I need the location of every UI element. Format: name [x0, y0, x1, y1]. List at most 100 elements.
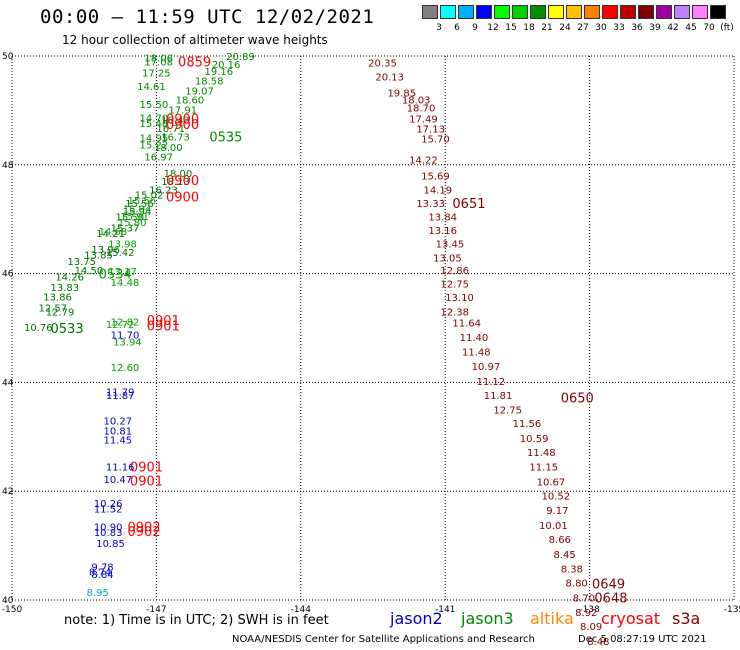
swh-value-label: 12.82 — [111, 317, 140, 328]
scale-swatch — [440, 5, 456, 19]
swh-value-label: 15.50 — [140, 100, 169, 111]
scale-label: 70 — [703, 23, 715, 33]
swh-value-label: 11.40 — [460, 333, 489, 344]
swh-value-label: 13.33 — [416, 199, 445, 210]
swh-value-label: 15.80 — [118, 218, 147, 229]
y-tick-label: 42 — [2, 487, 13, 497]
swh-value-label: 13.96 — [91, 245, 120, 256]
swh-value-label: 16.23 — [149, 185, 178, 196]
pass-time-label: 0649 — [592, 578, 625, 593]
swh-value-label: 11.15 — [529, 463, 558, 474]
swh-value-label: 18.00 — [164, 169, 193, 180]
pass-time-label: 0535 — [209, 131, 242, 146]
scale-swatch — [548, 5, 564, 19]
swh-value-label: 16.71 — [156, 124, 185, 135]
x-tick-label: -147 — [146, 605, 166, 615]
swh-value-label: 15.91 — [120, 212, 149, 223]
x-tick-label: -144 — [291, 605, 312, 615]
legend-altika: altika — [530, 609, 574, 628]
pass-time-label: 0900 — [166, 113, 199, 128]
swh-value-label: 18.06 — [144, 54, 173, 65]
swh-value-label: 10.81 — [103, 426, 132, 437]
swh-value-label: 14.95 — [140, 134, 169, 145]
scale-label: 21 — [541, 23, 553, 33]
credit-text: NOAA/NESDIS Center for Satellite Applica… — [232, 634, 535, 645]
x-tick-label: -141 — [435, 605, 455, 615]
swh-value-label: 19.16 — [205, 67, 234, 78]
scale-label: 12 — [487, 23, 499, 33]
swh-value-label: 15.56 — [125, 199, 154, 210]
swh-value-label: 15.69 — [421, 172, 450, 183]
swh-value-label: 18.58 — [195, 76, 224, 87]
swh-value-label: 9.78 — [91, 562, 113, 573]
swh-value-label: 8.95 — [87, 588, 109, 599]
swh-value-label: 8.45 — [554, 550, 576, 561]
swh-value-label: 20.13 — [375, 73, 404, 84]
pass-time-label: 0901 — [147, 319, 180, 334]
swh-value-label: 10.83 — [94, 528, 123, 539]
swh-value-label: 10.67 — [537, 477, 566, 488]
swh-value-label: 14.19 — [424, 185, 453, 196]
y-tick-label: 40 — [2, 596, 14, 606]
scale-swatch — [530, 5, 546, 19]
swh-value-label: 12.38 — [440, 308, 469, 319]
pass-time-label: 0902 — [128, 525, 161, 540]
swh-value-label: 8.66 — [549, 535, 571, 546]
scale-swatch — [584, 5, 600, 19]
swh-value-label: 13.10 — [445, 293, 474, 304]
scale-label: 3 — [436, 23, 442, 33]
pass-time-label: 0901 — [147, 314, 180, 329]
swh-value-label: 11.48 — [527, 448, 556, 459]
swh-value-label: 12.75 — [440, 279, 469, 290]
scale-swatch — [620, 5, 636, 19]
legend-jason3: jason3 — [461, 609, 514, 628]
x-tick-label: -150 — [2, 605, 23, 615]
swh-value-label: 15.02 — [135, 191, 164, 202]
scale-label: 9 — [472, 23, 478, 33]
y-tick-label: 46 — [2, 270, 14, 280]
swh-value-label: 17.13 — [416, 124, 445, 135]
scale-label: 45 — [685, 23, 697, 33]
pass-time-label: 0900 — [166, 174, 199, 189]
swh-value-label: 19.07 — [185, 86, 214, 97]
swh-value-label: 15.37 — [111, 223, 140, 234]
scale-label: 30 — [595, 23, 607, 33]
scale-label: 27 — [577, 23, 589, 33]
swh-value-label: 15.48 — [140, 119, 169, 130]
scale-label: 24 — [559, 23, 571, 33]
scale-swatch — [602, 5, 618, 19]
scale-swatch — [476, 5, 492, 19]
swh-value-label: 8.70 — [573, 593, 595, 604]
swh-value-label: 15.56 — [128, 196, 157, 207]
swh-value-label: 8.80 — [566, 579, 588, 590]
swh-value-label: 8.84 — [91, 570, 113, 581]
swh-value-label: 19.85 — [387, 88, 416, 99]
swh-value-label: 13.85 — [84, 251, 113, 262]
pass-time-label: 0901 — [130, 461, 163, 476]
legend-jason2: jason2 — [390, 609, 443, 628]
swh-value-label: 10.01 — [539, 521, 568, 532]
swh-value-label: 8.92 — [575, 608, 597, 619]
scale-swatch — [674, 5, 690, 19]
swh-value-label: 8.38 — [561, 564, 583, 575]
pass-time-label: 0901 — [130, 474, 163, 489]
swh-value-label: 12.79 — [46, 308, 75, 319]
legend-cryosat: cryosat — [601, 609, 661, 628]
scale-swatch — [512, 5, 528, 19]
y-tick-label: 50 — [2, 52, 14, 62]
swh-value-label: 11.87 — [106, 391, 135, 402]
swh-value-label: 15.50 — [115, 212, 144, 223]
swh-value-label: 10.27 — [103, 416, 132, 427]
swh-value-label: 10.52 — [541, 492, 570, 503]
swh-value-label: 10.76 — [24, 323, 53, 334]
swh-value-label: 13.05 — [433, 253, 462, 264]
swh-value-label: 12.57 — [38, 303, 67, 314]
swh-value-label: 18.60 — [176, 96, 205, 107]
swh-value-label: 11.81 — [484, 391, 513, 402]
swh-value-label: 16.97 — [144, 153, 173, 164]
swh-value-label: 10.47 — [103, 475, 132, 486]
swh-value-label: 13.75 — [67, 257, 96, 268]
swh-value-label: 13.84 — [428, 212, 457, 223]
scale-label: 6 — [454, 23, 460, 33]
